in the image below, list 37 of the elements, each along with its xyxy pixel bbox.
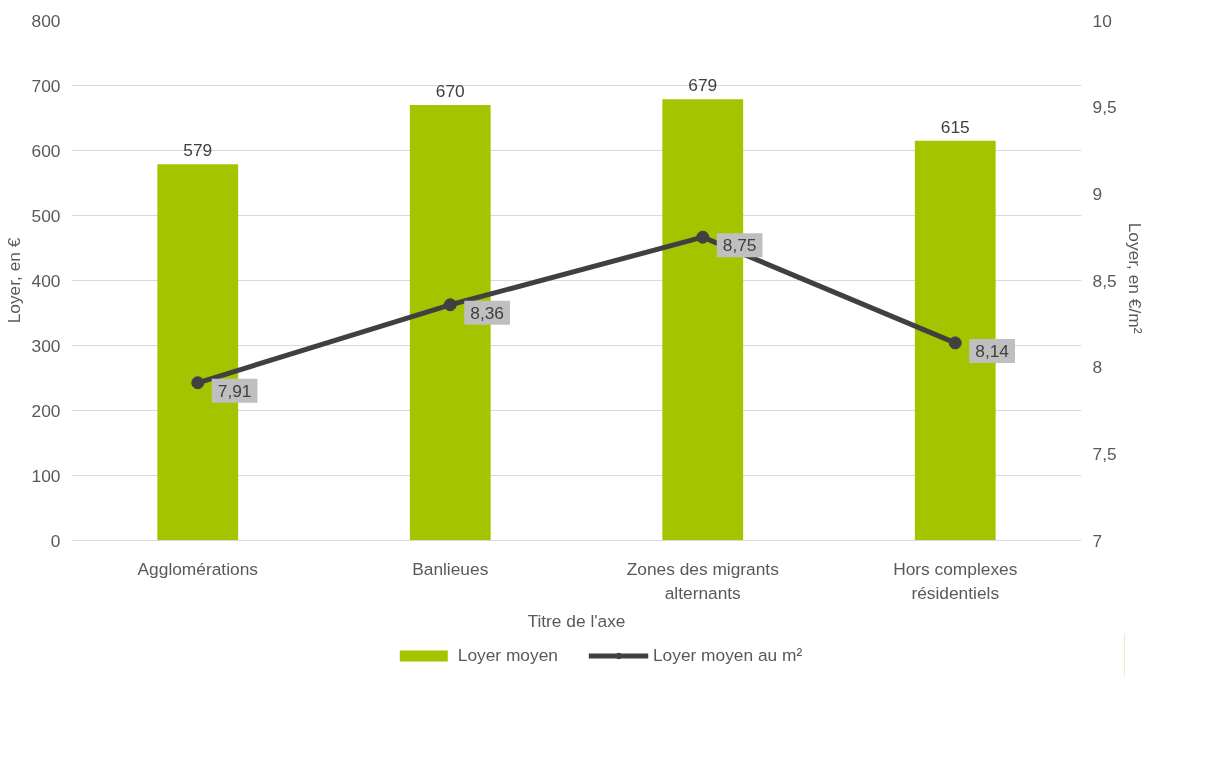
legend-label: Loyer moyen au m² bbox=[652, 644, 803, 666]
data-label: 8,75 bbox=[722, 235, 757, 256]
y-tick-label: 500 bbox=[31, 205, 61, 226]
y2-axis-title: Loyer, en €/m² bbox=[1124, 222, 1145, 334]
x-tick-label: Zones des migrants alternants bbox=[626, 558, 780, 603]
data-label: 670 bbox=[435, 81, 465, 101]
data-label: 579 bbox=[183, 140, 213, 161]
y2-tick-label: 7 bbox=[1092, 530, 1103, 551]
x-tick-label: Hors complexes résidentiels bbox=[893, 558, 1018, 603]
point bbox=[696, 230, 710, 244]
y2-tick-label: 7,5 bbox=[1092, 443, 1117, 464]
y2-tick-label: 8,5 bbox=[1092, 270, 1117, 291]
y2-tick-label: 9,5 bbox=[1092, 97, 1117, 118]
y-tick-label: 700 bbox=[31, 75, 61, 96]
data-label: 8,14 bbox=[975, 340, 1010, 361]
data-label: 8,36 bbox=[470, 302, 504, 323]
y2-tick-label: 9 bbox=[1092, 183, 1103, 204]
x-tick-label: Banlieues bbox=[412, 558, 489, 579]
legend-label: Loyer moyen bbox=[457, 644, 558, 666]
y-tick-label: 800 bbox=[31, 10, 61, 31]
y2-tick-label: 10 bbox=[1092, 10, 1112, 31]
data-label: 679 bbox=[688, 75, 718, 96]
y-tick-label: 300 bbox=[31, 335, 61, 356]
y-tick-label: 100 bbox=[31, 465, 61, 486]
point bbox=[443, 298, 457, 312]
y2-tick-label: 8 bbox=[1092, 357, 1103, 378]
data-label: 7,91 bbox=[217, 380, 252, 401]
data-label: 615 bbox=[940, 116, 970, 137]
y-tick-label: 600 bbox=[31, 140, 61, 161]
y-tick-label: 200 bbox=[31, 400, 61, 421]
y-tick-label: 0 bbox=[50, 530, 61, 551]
point bbox=[948, 336, 962, 350]
y-tick-label: 400 bbox=[31, 270, 61, 291]
point bbox=[191, 376, 205, 390]
x-tick-label: Agglomérations bbox=[137, 558, 259, 579]
x-axis-title: Titre de l'axe bbox=[527, 610, 626, 631]
y-axis-title: Loyer, en € bbox=[3, 237, 24, 324]
